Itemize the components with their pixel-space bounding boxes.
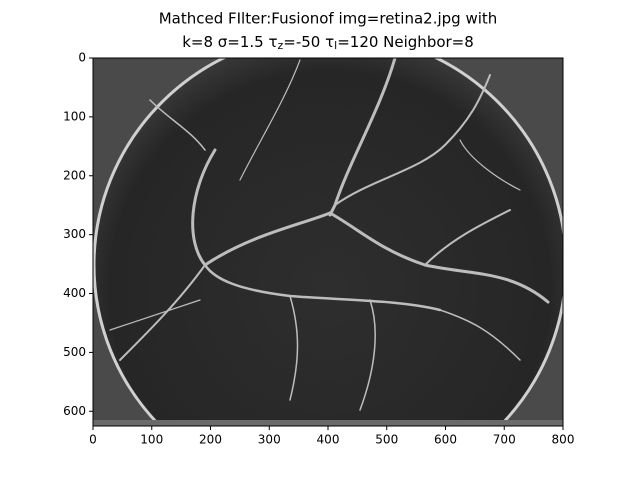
x-tick-label: 400 (317, 433, 340, 447)
chart-title: Mathced FIlter:Fusionof img=retina2.jpg … (159, 10, 498, 28)
y-tick-label: 600 (63, 404, 86, 418)
y-tick-label: 200 (63, 168, 86, 182)
title-segment: k=8 σ=1.5 τ (182, 33, 277, 51)
y-tick-label: 0 (78, 51, 86, 65)
x-tick-label: 500 (375, 433, 398, 447)
y-tick-label: 100 (63, 109, 86, 123)
x-tick-label: 0 (89, 433, 97, 447)
chart-title: k=8 σ=1.5 τz=-50 τl=120 Neighbor=8 (182, 33, 474, 53)
x-tick-label: 300 (258, 433, 281, 447)
title-segment: l (334, 39, 337, 52)
x-tick-label: 800 (552, 433, 575, 447)
image (93, 58, 563, 426)
x-tick-label: 200 (199, 433, 222, 447)
x-tick-label: 700 (493, 433, 516, 447)
y-tick-label: 300 (63, 227, 86, 241)
title-segment: z (277, 39, 283, 52)
y-tick-label: 400 (63, 286, 86, 300)
title-segment: =-50 τ (283, 33, 334, 51)
x-tick-label: 100 (140, 433, 163, 447)
y-tick-label: 500 (63, 345, 86, 359)
title-segment: =120 Neighbor=8 (337, 33, 474, 51)
x-tick-label: 600 (434, 433, 457, 447)
